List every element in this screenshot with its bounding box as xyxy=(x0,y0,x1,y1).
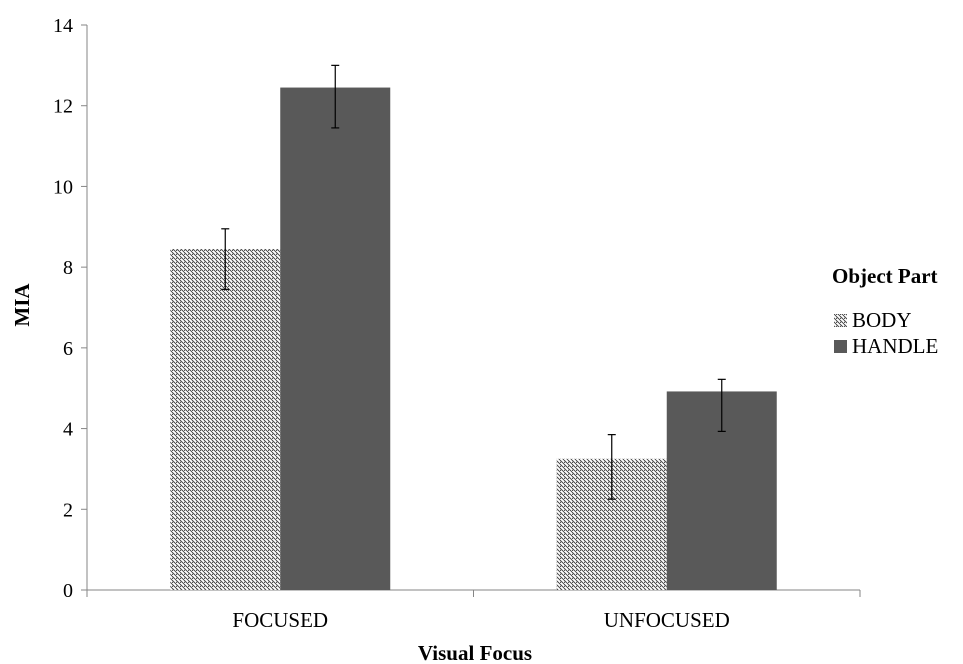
bar-body xyxy=(170,248,281,590)
y-tick-label: 0 xyxy=(63,580,73,602)
y-tick-label: 8 xyxy=(63,257,73,279)
legend-title: Object Part xyxy=(832,264,938,288)
legend-label-handle: HANDLE xyxy=(852,334,938,358)
y-tick-label: 10 xyxy=(53,176,73,198)
bar-handle xyxy=(280,87,391,590)
legend: Object Part BODY HANDLE xyxy=(832,264,938,358)
y-tick-label: 12 xyxy=(53,96,73,118)
plot-area: 0 2 4 6 8 10 12 14 FOCUSED UNFOCUSED xyxy=(53,15,861,632)
x-category-label: FOCUSED xyxy=(232,608,328,632)
x-axis-title: Visual Focus xyxy=(418,641,532,664)
y-tick-label: 4 xyxy=(63,419,73,441)
legend-swatch-body xyxy=(834,314,847,327)
y-axis-title: MIA xyxy=(10,283,34,327)
x-category-label: UNFOCUSED xyxy=(604,608,730,632)
y-tick-label: 2 xyxy=(63,499,73,521)
legend-label-body: BODY xyxy=(852,308,912,332)
legend-swatch-handle xyxy=(834,340,847,353)
y-tick-label: 6 xyxy=(63,338,73,360)
y-tick-label: 14 xyxy=(53,15,73,37)
